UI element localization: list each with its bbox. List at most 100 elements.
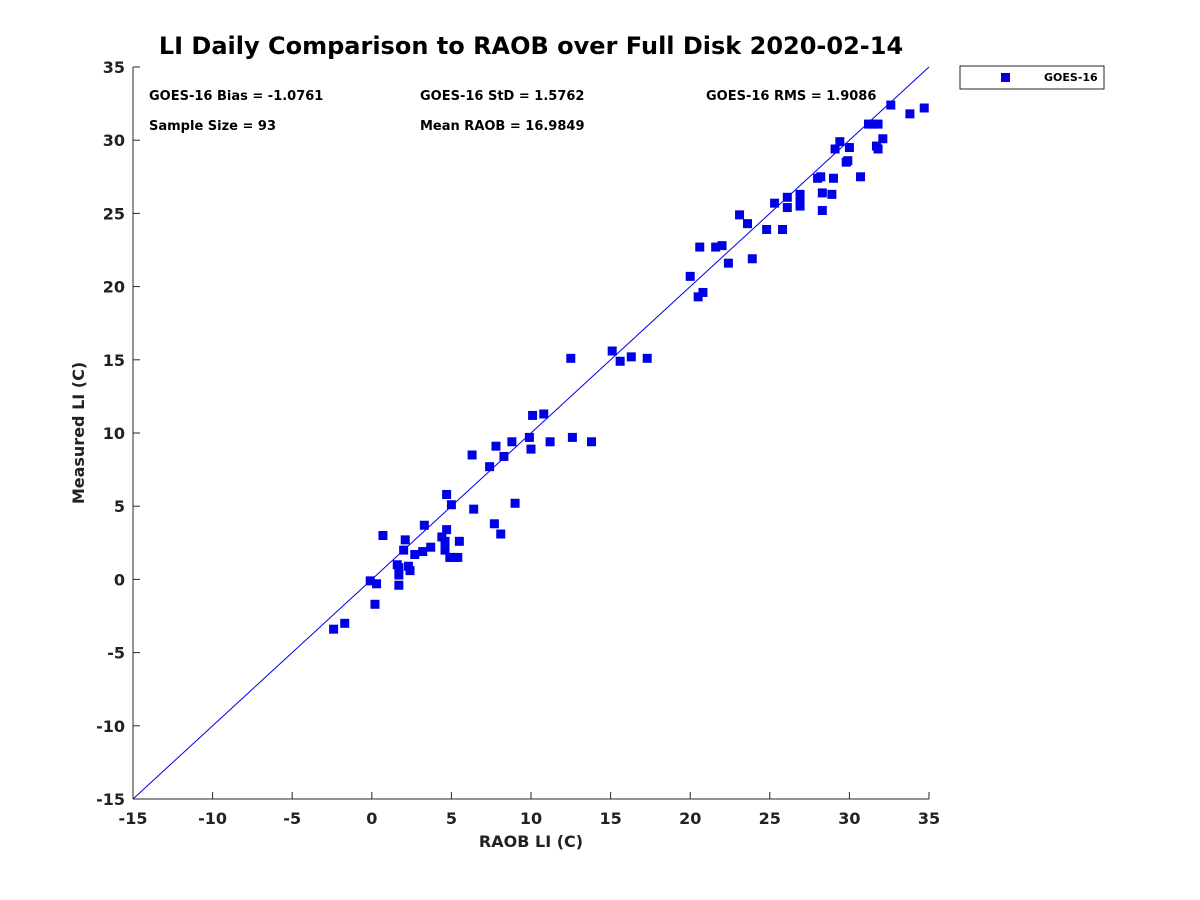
data-point [539, 409, 549, 419]
x-tick-label: -5 [283, 809, 301, 828]
data-point [770, 198, 780, 208]
data-point [919, 103, 929, 113]
data-point [828, 173, 838, 183]
legend-label: GOES-16 [1044, 71, 1098, 84]
x-tick-label: -10 [198, 809, 227, 828]
data-point [485, 462, 495, 472]
data-point [795, 201, 805, 211]
chart-title: LI Daily Comparison to RAOB over Full Di… [159, 32, 903, 60]
data-point [545, 437, 555, 447]
data-point [642, 353, 652, 363]
data-point [496, 529, 506, 539]
sample-size-stat: Sample Size = 93 [149, 119, 276, 134]
data-point [448, 552, 458, 562]
data-point [685, 271, 695, 281]
y-tick-label: 15 [103, 351, 125, 370]
y-tick-label: 0 [114, 570, 125, 589]
mean-raob-stat: Mean RAOB = 16.9849 [420, 119, 585, 134]
data-point [830, 144, 840, 154]
legend: GOES-16 [959, 65, 1105, 90]
data-point [418, 547, 428, 557]
data-point [843, 156, 853, 166]
data-point [795, 195, 805, 205]
data-point [873, 119, 883, 129]
data-point [489, 519, 499, 529]
data-point [567, 432, 577, 442]
legend-box [959, 65, 1105, 90]
y-tick-label: -5 [107, 644, 125, 663]
data-point [394, 570, 404, 580]
legend-marker-square-icon [1001, 73, 1010, 82]
y-axis-label: Measured LI (C) [69, 362, 88, 504]
y-tick-label: 10 [103, 424, 125, 443]
data-point [370, 599, 380, 609]
data-point [507, 437, 517, 447]
data-point [440, 545, 450, 555]
x-axis-ticks: -15 -10 -5 0 5 10 15 20 25 30 35 [119, 792, 940, 828]
data-point [782, 203, 792, 213]
y-tick-label: 35 [103, 58, 125, 77]
data-point [467, 450, 477, 460]
data-point [878, 134, 888, 144]
data-point [795, 189, 805, 199]
data-point [524, 432, 534, 442]
x-tick-label: 25 [759, 809, 781, 828]
data-point [399, 545, 409, 555]
y-axis-ticks: -15 -10 -5 0 5 10 15 20 25 30 35 [96, 58, 140, 809]
y-tick-label: 25 [103, 204, 125, 223]
data-point [835, 137, 845, 147]
y-tick-label: 5 [114, 497, 125, 516]
std-stat: GOES-16 StD = 1.5762 [420, 89, 584, 104]
x-tick-label: 0 [366, 809, 377, 828]
x-tick-label: 35 [918, 809, 940, 828]
data-point [905, 109, 915, 119]
y-tick-label: 20 [103, 278, 125, 297]
bias-stat: GOES-16 Bias = -1.0761 [149, 89, 323, 104]
data-point [566, 353, 576, 363]
x-tick-label: 15 [599, 809, 621, 828]
data-point [864, 119, 874, 129]
data-point [469, 504, 479, 514]
data-point [426, 542, 436, 552]
x-tick-label: 30 [838, 809, 860, 828]
data-point [711, 242, 721, 252]
data-point [695, 242, 705, 252]
y-tick-label: -15 [96, 790, 125, 809]
data-point [856, 172, 866, 182]
data-point [886, 100, 896, 110]
data-point [717, 241, 727, 251]
data-point [693, 292, 703, 302]
rms-stat: GOES-16 RMS = 1.9086 [706, 89, 876, 104]
data-points [329, 100, 929, 634]
data-point [453, 552, 463, 562]
data-point [528, 410, 538, 420]
data-point [410, 550, 420, 560]
x-tick-label: -15 [119, 809, 148, 828]
data-point [394, 580, 404, 590]
data-point [778, 225, 788, 235]
data-point [747, 254, 757, 264]
data-point [615, 356, 625, 366]
data-point [723, 258, 733, 268]
data-point [743, 219, 753, 229]
x-tick-label: 10 [520, 809, 542, 828]
data-point [844, 143, 854, 153]
y-tick-label: -10 [96, 717, 125, 736]
data-point [405, 566, 415, 576]
data-point [419, 520, 429, 530]
y-tick-label: 30 [103, 131, 125, 150]
x-axis-label: RAOB LI (C) [479, 832, 583, 851]
data-point [378, 530, 388, 540]
data-point [394, 563, 404, 573]
data-point [817, 188, 827, 198]
data-point [510, 498, 520, 508]
data-point [607, 346, 617, 356]
data-point [626, 352, 636, 362]
data-point [446, 500, 456, 510]
data-point [526, 444, 536, 454]
data-point [817, 205, 827, 215]
data-point [762, 225, 772, 235]
data-point [698, 287, 708, 297]
data-point [329, 624, 339, 634]
